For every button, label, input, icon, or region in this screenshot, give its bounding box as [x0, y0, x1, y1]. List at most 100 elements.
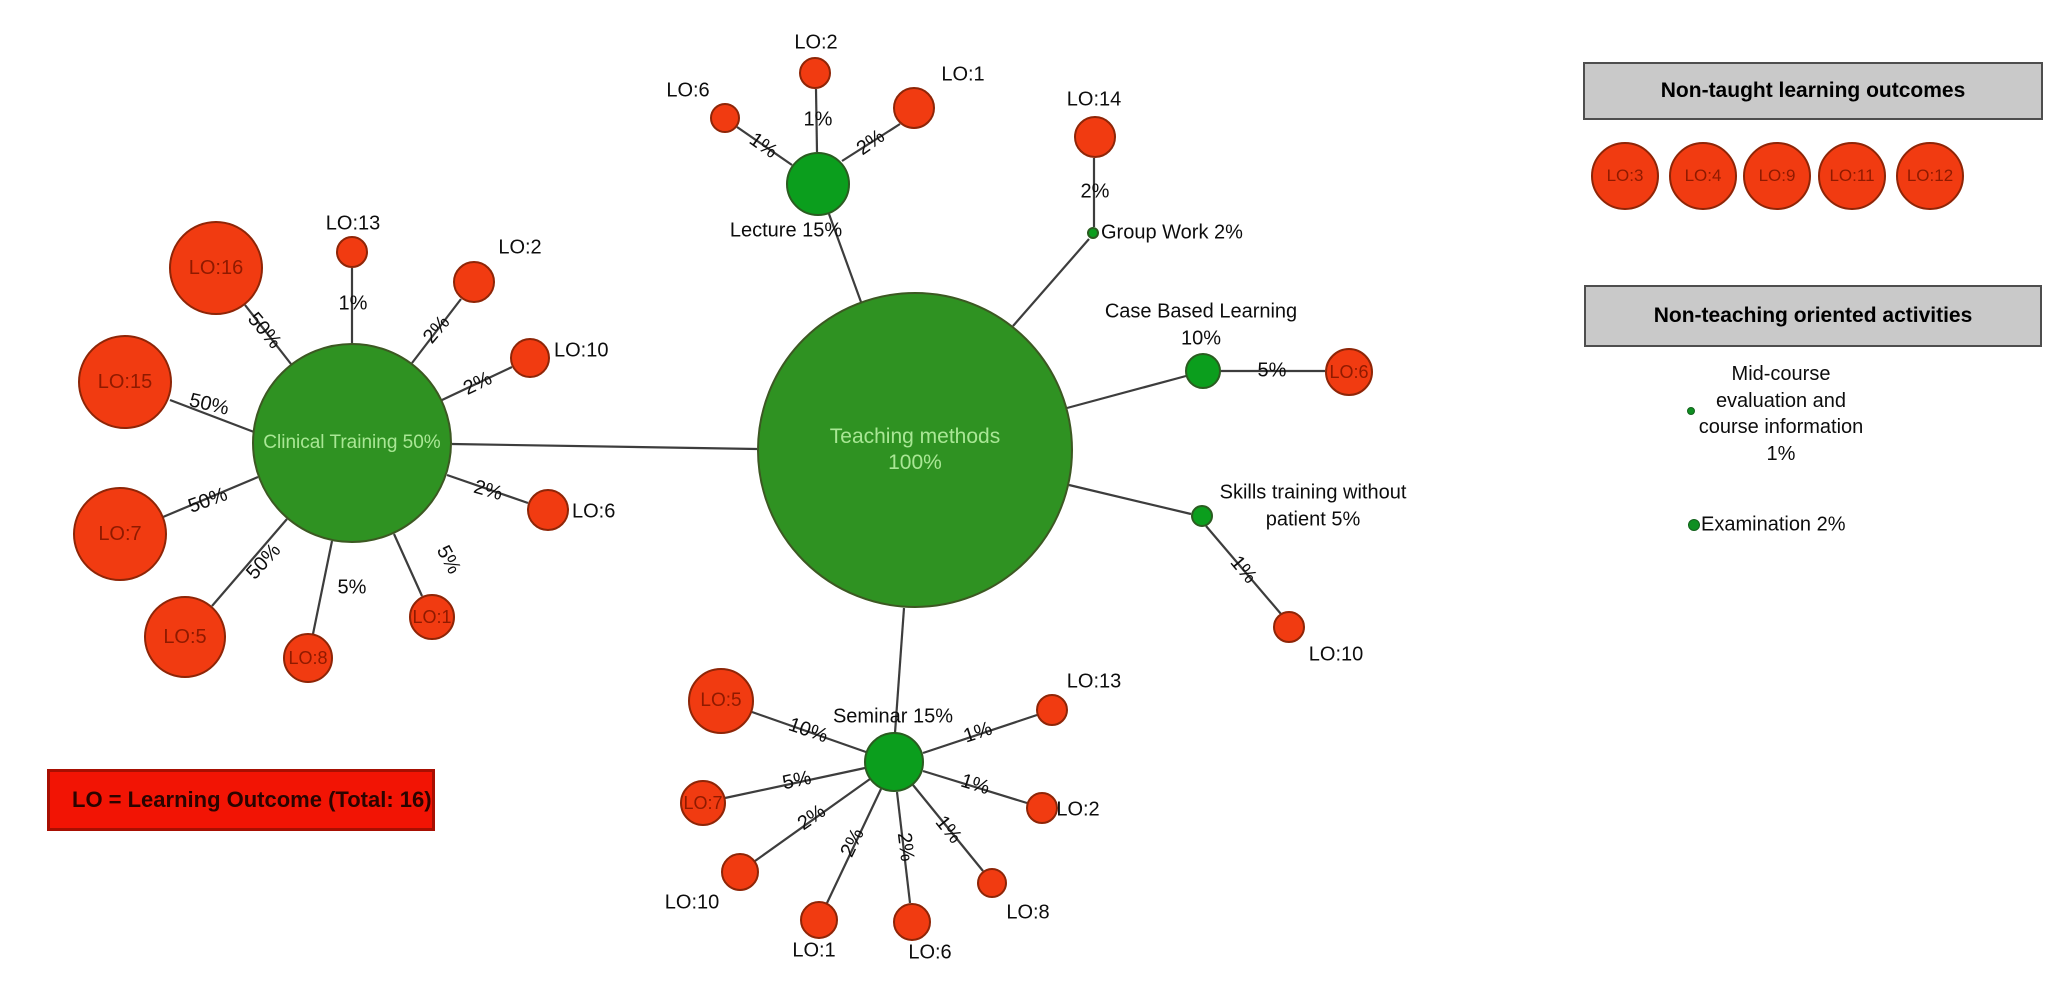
node-lecture-circle — [786, 152, 850, 216]
non-taught-panel-header: Non-taught learning outcomes — [1583, 62, 2043, 120]
edge-1 — [827, 213, 863, 303]
node-skills-label: Skills training without patient 5% — [1219, 481, 1407, 530]
edge-10-percent-label: 5% — [1257, 359, 1287, 382]
node-c-lo10-circle — [510, 338, 550, 378]
edge-6 — [736, 126, 793, 166]
edge-13-percent-label: 1% — [338, 292, 368, 315]
edge-20-percent-label: 5% — [337, 576, 367, 599]
activity-label-0: Mid-course evaluation and course informa… — [1698, 362, 1864, 465]
node-cbl-circle — [1185, 353, 1221, 389]
edge-16 — [169, 398, 255, 434]
node-l-lo1-circle — [893, 87, 935, 129]
non-taught-circle-lo11: LO:11 — [1818, 142, 1886, 210]
non-taught-circle-lo3: LO:3 — [1591, 142, 1659, 210]
node-s-lo2-circle — [1026, 792, 1058, 824]
node-c-lo13-circle — [336, 236, 368, 268]
edge-11 — [1205, 525, 1282, 615]
edge-3 — [1066, 374, 1187, 410]
edge-2 — [1012, 238, 1090, 327]
edge-21 — [392, 533, 424, 597]
node-s-lo13-label: LO:13 — [1066, 670, 1122, 693]
node-l-lo1-label: LO:1 — [941, 63, 985, 86]
node-s-lo7-circle: LO:7 — [680, 780, 726, 826]
node-skills-circle — [1191, 505, 1213, 527]
edge-18 — [162, 475, 259, 519]
non-teaching-panel-header: Non-teaching oriented activities — [1584, 285, 2042, 347]
node-l-lo6-label: LO:6 — [666, 79, 710, 102]
legend-note-text: LO = Learning Outcome (Total: 16) — [72, 787, 432, 812]
edge-29 — [922, 713, 1038, 755]
node-s-lo13-circle — [1036, 694, 1068, 726]
edge-27 — [912, 784, 984, 872]
node-seminar-circle — [864, 732, 924, 792]
non-taught-circle-lo9: LO:9 — [1743, 142, 1811, 210]
edge-15 — [441, 366, 513, 401]
node-c-lo2-circle — [453, 261, 495, 303]
activity-label-1: Examination 2% — [1701, 513, 1846, 536]
node-teaching-circle: Teaching methods 100% — [757, 292, 1073, 608]
edge-5 — [893, 607, 906, 734]
node-c-lo13-label: LO:13 — [325, 212, 381, 235]
node-s-lo10-circle — [721, 853, 759, 891]
node-lo7-circle: LO:7 — [73, 487, 167, 581]
node-s-lo10-label: LO:10 — [664, 891, 720, 914]
node-c-lo2-label: LO:2 — [498, 236, 542, 259]
edge-26 — [895, 791, 912, 904]
non-taught-circle-lo4: LO:4 — [1669, 142, 1737, 210]
node-c-lo1-circle: LO:1 — [409, 594, 455, 640]
edge-20 — [311, 540, 334, 635]
node-s-lo2-label: LO:2 — [1056, 798, 1100, 821]
edge-26-percent-label: 2% — [892, 831, 919, 863]
node-lo8-circle: LO:8 — [283, 633, 333, 683]
node-sk-lo10-circle — [1273, 611, 1305, 643]
node-lo5-circle: LO:5 — [144, 596, 226, 678]
activity-dot-0 — [1687, 407, 1695, 415]
edge-24 — [754, 778, 871, 862]
node-l-lo6-circle — [710, 103, 740, 133]
edge-4 — [1068, 483, 1192, 516]
node-s-lo1-circle — [800, 901, 838, 939]
non-taught-circle-lo12: LO:12 — [1896, 142, 1964, 210]
edge-8 — [841, 123, 901, 162]
node-clinical-circle: Clinical Training 50% — [252, 343, 452, 543]
node-lo16-circle: LO:16 — [169, 221, 263, 315]
node-s-lo6-circle — [893, 903, 931, 941]
node-groupwork-label: Group Work 2% — [1101, 221, 1243, 244]
non-taught-panel-title: Non-taught learning outcomes — [1660, 79, 1966, 102]
node-l-lo2-circle — [799, 57, 831, 89]
edge-9-percent-label: 2% — [1080, 180, 1110, 203]
node-l-lo2-label: LO:2 — [794, 31, 838, 54]
edge-23 — [724, 766, 866, 800]
non-teaching-panel-title: Non-teaching oriented activities — [1653, 304, 1973, 327]
node-lo14-label: LO:14 — [1066, 88, 1122, 111]
node-lo14-circle — [1074, 116, 1116, 158]
edge-25 — [826, 788, 882, 904]
edge-17 — [446, 473, 529, 505]
node-lo15-circle: LO:15 — [78, 335, 172, 429]
edge-7-percent-label: 1% — [803, 108, 833, 131]
edge-22 — [751, 710, 867, 754]
activity-dot-1 — [1688, 519, 1700, 531]
node-sk-lo10-label: LO:10 — [1308, 643, 1364, 666]
node-seminar-label: Seminar 15% — [832, 705, 954, 728]
node-s-lo8-label: LO:8 — [1006, 901, 1050, 924]
edge-28 — [922, 769, 1028, 805]
node-s-lo6-label: LO:6 — [908, 941, 952, 964]
node-s-lo8-circle — [977, 868, 1007, 898]
edge-14 — [411, 298, 462, 364]
edge-12 — [244, 304, 292, 365]
node-c-lo10-label: LO:10 — [554, 339, 609, 362]
node-c-lo6-label: LO:6 — [572, 500, 616, 523]
edge-7 — [814, 88, 819, 153]
edge-19 — [211, 518, 288, 607]
node-cb-lo6-circle: LO:6 — [1325, 348, 1373, 396]
edge-0 — [451, 442, 758, 451]
node-c-lo6-circle — [527, 489, 569, 531]
legend-note-box: LO = Learning Outcome (Total: 16) — [47, 769, 435, 831]
node-s-lo5-circle: LO:5 — [688, 668, 754, 734]
node-lecture-label: Lecture 15% — [729, 219, 843, 242]
node-cbl-label: Case Based Learning 10% — [1104, 300, 1298, 349]
node-groupwork-circle — [1087, 227, 1099, 239]
